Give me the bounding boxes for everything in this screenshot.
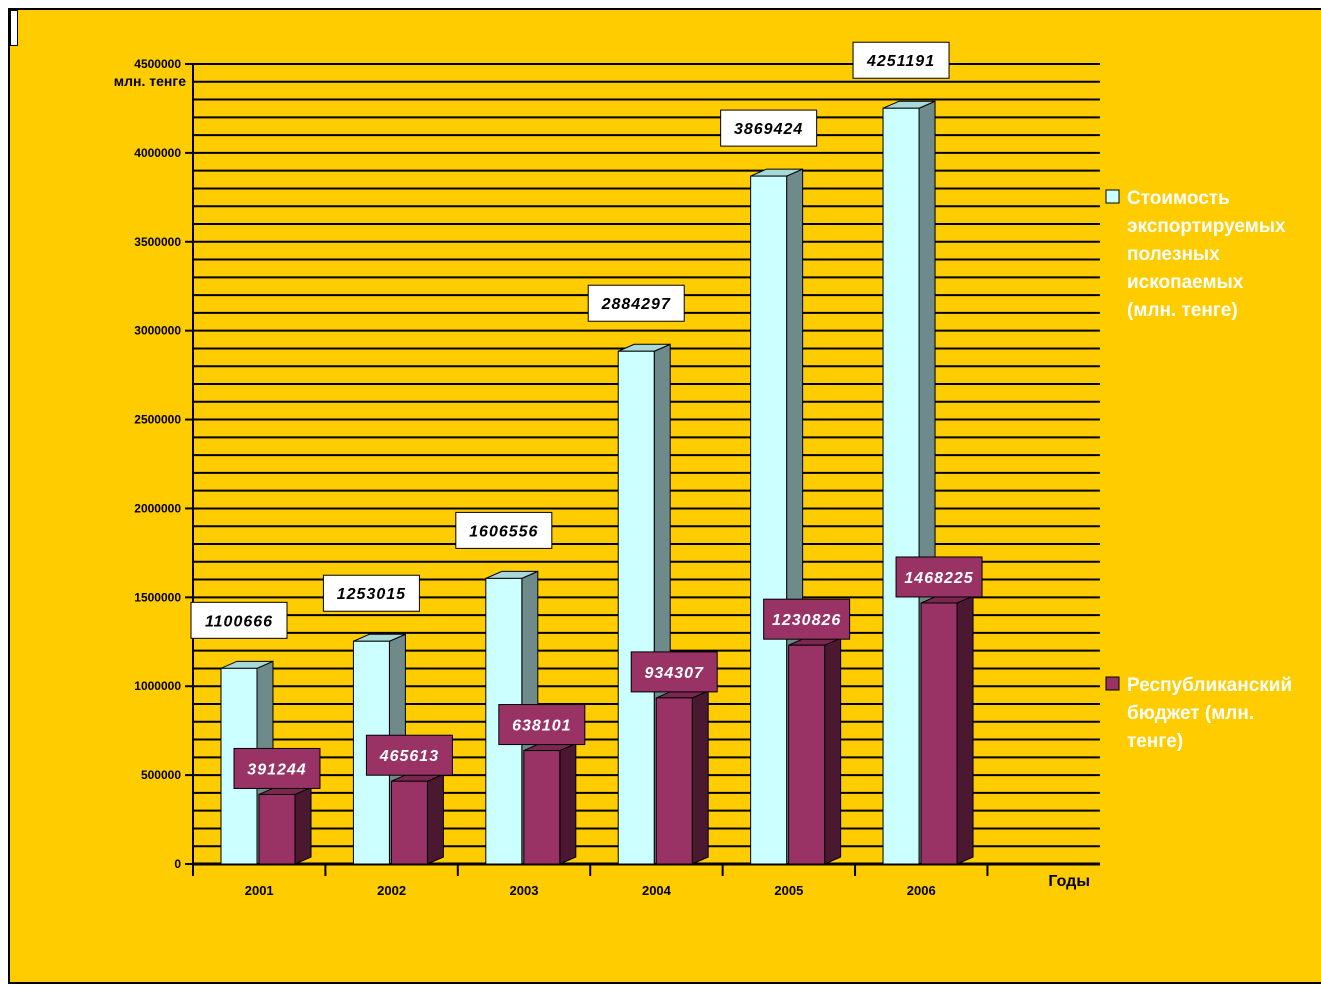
y-axis-title: млн. тенге [114,73,186,89]
legend-label: полезных [1127,244,1220,265]
bar-side-budget [559,742,577,865]
data-label-box-budget [763,598,851,640]
bar-export [617,350,655,865]
bar-budget [655,697,693,865]
data-label-box-export [190,601,288,639]
legend-label: бюджет (млн. [1127,703,1254,724]
legend-label: Стоимость [1127,188,1230,209]
x-tick-label: 2002 [377,883,406,898]
bar-budget [390,780,428,865]
legend-label: ископаемых [1127,272,1244,293]
bar-side-budget [824,637,842,865]
x-tick-label: 2003 [510,883,539,898]
legend-label: Республиканский [1127,675,1292,696]
y-tick-label: 1000000 [134,679,181,693]
data-label-box-export [455,511,553,549]
data-label-export: 1253015 [337,586,406,603]
bar-export [750,175,788,865]
bar-budget [258,793,296,865]
data-label-box-budget [365,734,453,776]
legend-swatch [1105,189,1120,204]
data-label-box-budget [895,556,983,598]
data-label-box-budget [498,704,586,746]
data-label-box-export [852,41,950,79]
x-tick-label: 2004 [642,883,672,898]
y-tick-label: 3500000 [134,235,181,249]
data-label-export: 1100666 [205,613,273,630]
data-label-export: 1606556 [469,523,538,540]
bar-budget [523,750,561,865]
data-label-export: 2884297 [601,296,671,313]
bar-side-budget [426,773,444,865]
y-tick-label: 3000000 [134,324,181,338]
y-tick-label: 2500000 [134,413,181,427]
data-label-budget: 1230826 [772,612,841,629]
bar-side-budget [691,690,709,865]
data-label-export: 4251191 [866,53,935,70]
legend-label: (млн. тенге) [1127,300,1238,321]
y-tick-label: 2000000 [134,501,181,515]
data-label-budget: 934307 [645,665,704,682]
data-label-budget: 465613 [379,748,439,765]
data-label-budget: 1468225 [904,570,973,587]
bar-side-budget [294,786,312,865]
x-tick-label: 2001 [245,883,274,898]
bar-export [882,107,920,865]
data-label-budget: 638101 [512,718,571,735]
y-tick-label: 4500000 [134,57,181,71]
data-label-box-budget [630,651,718,693]
y-tick-label: 4000000 [134,146,181,160]
y-tick-label: 0 [174,857,181,871]
x-tick-label: 2005 [774,883,803,898]
x-axis-title: Годы [1048,873,1090,890]
data-label-box-export [322,574,420,612]
data-label-box-export [720,109,818,147]
data-label-box-export [587,284,685,322]
legend-label: экспортируемых [1127,216,1286,237]
x-tick-label: 2006 [907,883,936,898]
legend-label: тенге) [1127,731,1183,752]
y-tick-label: 1500000 [134,590,181,604]
data-label-budget: 391244 [247,761,306,778]
bar-budget [920,602,958,865]
y-tick-label: 500000 [141,768,181,782]
bar-side-budget [956,595,974,865]
corner-marker [10,10,18,46]
legend-swatch [1105,676,1120,691]
data-label-box-budget [233,747,321,789]
bar-budget [788,644,826,865]
data-label-export: 3869424 [734,121,803,138]
